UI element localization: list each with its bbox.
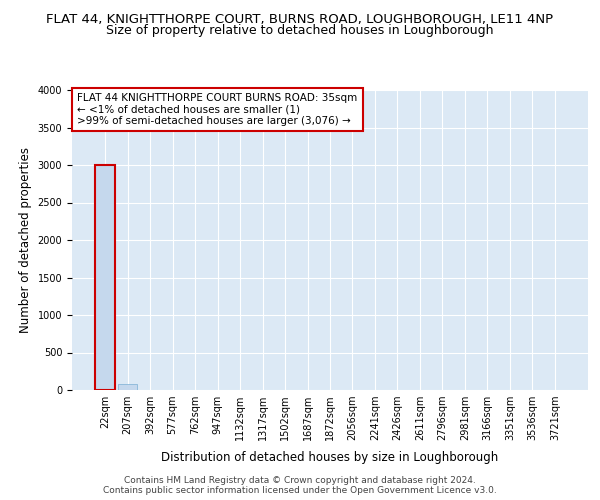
Text: Contains public sector information licensed under the Open Government Licence v3: Contains public sector information licen… [103, 486, 497, 495]
Text: Contains HM Land Registry data © Crown copyright and database right 2024.: Contains HM Land Registry data © Crown c… [124, 476, 476, 485]
Bar [118, 384, 137, 390]
Text: Distribution of detached houses by size in Loughborough: Distribution of detached houses by size … [161, 451, 499, 464]
Text: FLAT 44, KNIGHTTHORPE COURT, BURNS ROAD, LOUGHBOROUGH, LE11 4NP: FLAT 44, KNIGHTTHORPE COURT, BURNS ROAD,… [46, 12, 554, 26]
Text: Size of property relative to detached houses in Loughborough: Size of property relative to detached ho… [106, 24, 494, 37]
Bar [95, 165, 115, 390]
Text: FLAT 44 KNIGHTTHORPE COURT BURNS ROAD: 35sqm
← <1% of detached houses are smalle: FLAT 44 KNIGHTTHORPE COURT BURNS ROAD: 3… [77, 93, 358, 126]
Y-axis label: Number of detached properties: Number of detached properties [19, 147, 32, 333]
